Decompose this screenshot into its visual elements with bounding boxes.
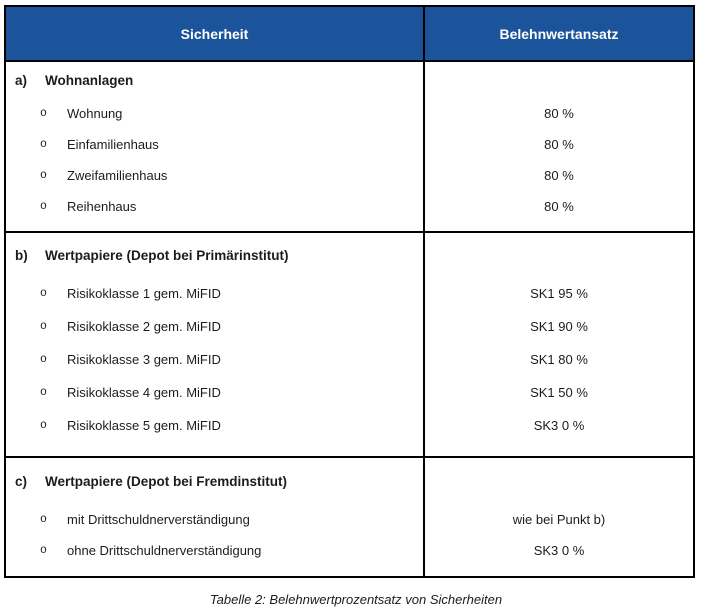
item-label: Risikoklasse 4 gem. MiFID bbox=[67, 385, 221, 400]
bullet-icon: o bbox=[40, 353, 47, 366]
item-cell: o Risikoklasse 5 gem. MiFID bbox=[6, 409, 425, 442]
section-wohnanlagen: a) Wohnanlagen o Wohnung 80 % o Einfamil… bbox=[6, 62, 693, 233]
item-cell: o Risikoklasse 2 gem. MiFID bbox=[6, 310, 425, 343]
section-heading: a) Wohnanlagen bbox=[6, 62, 425, 98]
item-value: SK3 0 % bbox=[533, 543, 585, 558]
item-value: SK1 95 % bbox=[530, 286, 588, 301]
bullet-icon: o bbox=[40, 419, 47, 432]
section-letter: a) bbox=[15, 72, 28, 88]
section-letter: b) bbox=[15, 247, 28, 263]
item-cell: o Einfamilienhaus bbox=[6, 129, 425, 160]
bullet-icon: o bbox=[40, 169, 47, 182]
spacer-row bbox=[6, 566, 693, 576]
item-cell: o mit Drittschuldnerverständigung bbox=[6, 504, 425, 535]
bullet-icon: o bbox=[40, 386, 47, 399]
item-value: wie bei Punkt b) bbox=[512, 512, 606, 527]
section-heading: b) Wertpapiere (Depot bei Primärinstitut… bbox=[6, 233, 425, 277]
item-label: Zweifamilienhaus bbox=[67, 168, 168, 183]
item-value: 80 % bbox=[544, 137, 574, 152]
table-row: o mit Drittschuldnerverständigung wie be… bbox=[6, 504, 693, 535]
item-label: ohne Drittschuldnerverständigung bbox=[67, 543, 262, 558]
table-row: o Wohnung 80 % bbox=[6, 98, 693, 129]
section-title: Wertpapiere (Depot bei Primärinstitut) bbox=[45, 247, 289, 263]
table-row: o Einfamilienhaus 80 % bbox=[6, 129, 693, 160]
bullet-icon: o bbox=[40, 138, 47, 151]
item-cell: o Risikoklasse 1 gem. MiFID bbox=[6, 277, 425, 310]
section-heading: c) Wertpapiere (Depot bei Fremdinstitut) bbox=[6, 458, 425, 504]
table-row: o Risikoklasse 3 gem. MiFID SK1 80 % bbox=[6, 343, 693, 376]
column-header-sicherheit: Sicherheit bbox=[6, 7, 425, 60]
table-row: o Zweifamilienhaus 80 % bbox=[6, 160, 693, 191]
section-wertpapiere-fremdinstitut: c) Wertpapiere (Depot bei Fremdinstitut)… bbox=[6, 458, 693, 576]
item-value: SK1 90 % bbox=[530, 319, 588, 334]
item-cell: o Wohnung bbox=[6, 98, 425, 129]
section-heading-row: b) Wertpapiere (Depot bei Primärinstitut… bbox=[6, 233, 693, 277]
item-label: Risikoklasse 2 gem. MiFID bbox=[67, 319, 221, 334]
section-wertpapiere-primaerinstitut: b) Wertpapiere (Depot bei Primärinstitut… bbox=[6, 233, 693, 458]
collateral-table: Sicherheit Belehnwertansatz a) Wohnanlag… bbox=[4, 5, 695, 578]
item-value: SK1 80 % bbox=[530, 352, 588, 367]
bullet-icon: o bbox=[40, 200, 47, 213]
item-label: mit Drittschuldnerverständigung bbox=[67, 512, 250, 527]
section-heading-value bbox=[425, 62, 693, 98]
item-value: 80 % bbox=[544, 106, 574, 121]
item-label: Wohnung bbox=[67, 106, 123, 121]
bullet-icon: o bbox=[40, 320, 47, 333]
bullet-icon: o bbox=[40, 107, 47, 120]
section-title: Wertpapiere (Depot bei Fremdinstitut) bbox=[45, 473, 288, 489]
item-cell: o Zweifamilienhaus bbox=[6, 160, 425, 191]
item-label: Risikoklasse 3 gem. MiFID bbox=[67, 352, 221, 367]
bullet-icon: o bbox=[40, 544, 47, 557]
item-cell: o Risikoklasse 3 gem. MiFID bbox=[6, 343, 425, 376]
item-label: Risikoklasse 5 gem. MiFID bbox=[67, 418, 221, 433]
bullet-icon: o bbox=[40, 287, 47, 300]
section-heading-row: a) Wohnanlagen bbox=[6, 62, 693, 98]
item-label: Reihenhaus bbox=[67, 199, 137, 214]
table-row: o Risikoklasse 2 gem. MiFID SK1 90 % bbox=[6, 310, 693, 343]
table-row: o ohne Drittschuldnerverständigung SK3 0… bbox=[6, 535, 693, 566]
item-label: Einfamilienhaus bbox=[67, 137, 159, 152]
item-label: Risikoklasse 1 gem. MiFID bbox=[67, 286, 221, 301]
table-row: o Risikoklasse 5 gem. MiFID SK3 0 % bbox=[6, 409, 693, 442]
table-row: o Reihenhaus 80 % bbox=[6, 191, 693, 222]
item-cell: o ohne Drittschuldnerverständigung bbox=[6, 535, 425, 566]
item-value: 80 % bbox=[544, 168, 574, 183]
section-letter: c) bbox=[15, 473, 28, 489]
table-row: o Risikoklasse 1 gem. MiFID SK1 95 % bbox=[6, 277, 693, 310]
item-cell: o Risikoklasse 4 gem. MiFID bbox=[6, 376, 425, 409]
bullet-icon: o bbox=[40, 513, 47, 526]
table-row: o Risikoklasse 4 gem. MiFID SK1 50 % bbox=[6, 376, 693, 409]
section-title: Wohnanlagen bbox=[45, 72, 134, 88]
item-cell: o Reihenhaus bbox=[6, 191, 425, 222]
item-value: SK1 50 % bbox=[530, 385, 588, 400]
table-header-row: Sicherheit Belehnwertansatz bbox=[6, 7, 693, 62]
spacer-row bbox=[6, 442, 693, 456]
item-value: SK3 0 % bbox=[533, 418, 585, 433]
item-value: 80 % bbox=[544, 199, 574, 214]
section-heading-value bbox=[425, 233, 693, 277]
table-caption: Tabelle 2: Belehnwertprozentsatz von Sic… bbox=[209, 592, 503, 607]
spacer-row bbox=[6, 222, 693, 231]
section-heading-row: c) Wertpapiere (Depot bei Fremdinstitut) bbox=[6, 458, 693, 504]
column-header-belehnwertansatz: Belehnwertansatz bbox=[499, 25, 619, 42]
section-heading-value bbox=[425, 458, 693, 504]
